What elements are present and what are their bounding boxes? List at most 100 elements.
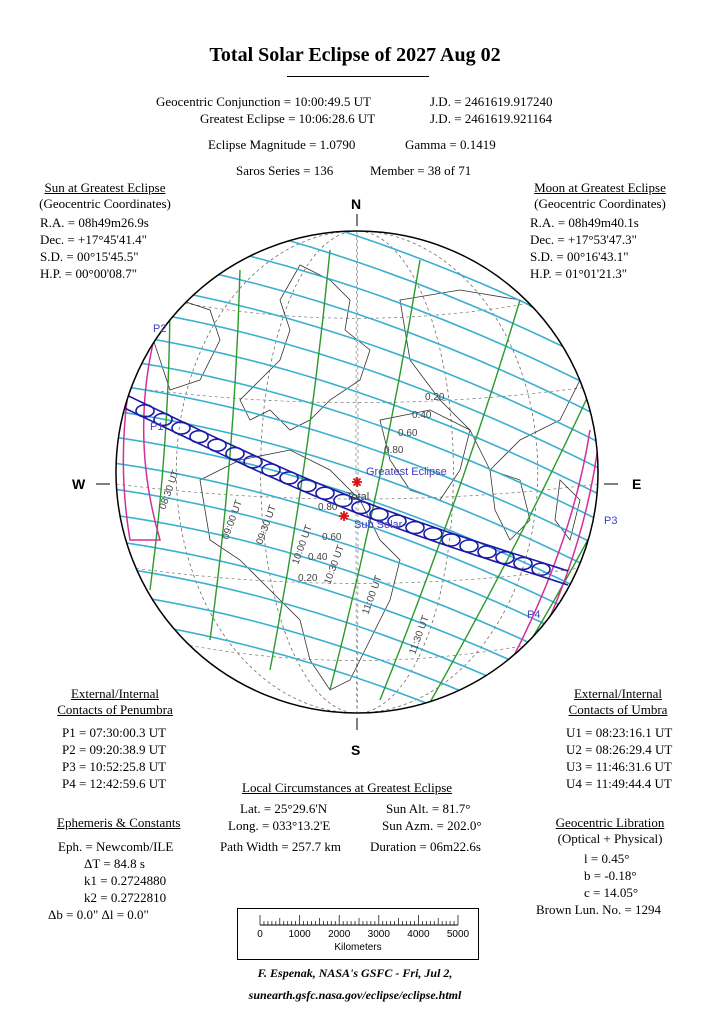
libration-values: l = 0.45° b = -0.18° c = 14.05° [584,850,638,901]
umbra-title-2: Contacts of Umbra [568,702,668,717]
umbra-shadow-ellipse [351,500,371,515]
local-path-width: Path Width = 257.7 km [220,839,342,854]
libration-header: Geocentric Libration (Optical + Physical… [530,815,690,847]
time-line [379,299,521,701]
magnitude-label: 0.80 [384,445,404,456]
ephemeris-k1: k1 = 0.2724880 [84,873,167,888]
sun-block: Sun at Greatest Eclipse (Geocentric Coor… [20,180,190,212]
scale-unit: Kilometers [334,942,382,953]
scale-tick-label: 4000 [407,929,430,940]
magnitude-label: 0.20 [425,392,445,403]
greatest-jd: J.D. = 2461619.921164 [430,111,553,126]
umbra-shadow-ellipse [531,562,551,577]
umbra-shadow-ellipse [225,446,245,461]
local-long: Long. = 033°13.2'E [228,818,331,833]
magnitude-label: 0.20 [298,573,318,584]
contact-p3: P3 = 10:52:25.8 UT [62,759,167,774]
coastline [399,289,581,471]
magnitude-label: 0.60 [322,532,342,543]
contact-u2: U2 = 08:26:29.4 UT [566,742,673,757]
libration-subtitle: (Optical + Physical) [557,831,663,846]
umbra-shadow-ellipse [369,507,389,522]
magnitude-line [116,433,598,610]
sun-subtitle: (Geocentric Coordinates) [39,196,171,211]
contact-u1: U1 = 08:23:16.1 UT [566,725,673,740]
magnitude-label: 0.40 [308,552,328,563]
time-line [419,369,598,713]
umbra-shadow-ellipse [153,412,173,427]
greatest-eclipse-marker [352,477,362,487]
time-label: 09:30 UT [254,504,278,546]
parallel [131,387,583,403]
sun-values: R.A. = 08h49m26.9s Dec. = +17°45'41.4" S… [40,214,149,282]
penumbra-contacts: P1 = 07:30:00.3 UT P2 = 09:20:38.9 UT P3… [62,724,166,792]
greatest-eclipse-label: Greatest Eclipse [366,466,447,478]
credit: F. Espenak, NASA's GSFC - Fri, Jul 2, [257,966,453,980]
magnitude-label: 0.40 [412,410,432,421]
umbra-shadow-ellipse [243,455,263,469]
sub-solar-label: Sub Solar [354,519,403,531]
central-path [117,390,569,586]
time-line [209,269,241,641]
brown-lunation: Brown Lun. No. = 1294 [536,902,662,917]
scale-tick-label: 3000 [368,929,391,940]
sun-ra: R.A. = 08h49m26.9s [40,215,149,230]
local-title: Local Circumstances at Greatest Eclipse [242,780,453,795]
coastline [379,409,471,501]
time-line [329,259,421,691]
moon-hp: H.P. = 01°01'21.3" [530,266,628,281]
scale-ruler: 0 1000 2000 3000 4000 5000 [257,915,470,940]
parallel [136,568,578,584]
coastlines [149,264,581,691]
moon-title: Moon at Greatest Eclipse [534,180,666,195]
penumbra-title-2: Contacts of Penumbra [57,702,173,717]
contact-p1: P1 = 07:30:00.3 UT [62,725,167,740]
map-labels: P2 P1 P3 P4 Greatest Eclipse Total Sub Solar 0.… [150,323,617,656]
sub-solar-marker [339,511,349,521]
umbra-shadow-ellipse [513,556,533,571]
meridian [175,231,539,713]
sun-title: Sun at Greatest Eclipse [44,180,166,195]
umbra-shadow-ellipse [459,539,479,553]
umbra-shadow-ellipse [423,527,443,541]
umbra-shadow-ellipse [297,478,317,493]
page-title: Total Solar Eclipse of 2027 Aug 02 [209,44,501,66]
umbra-shadow-ellipse [279,471,299,485]
time-label: 11:00 UT [360,574,384,616]
libration-b: b = -0.18° [584,868,637,883]
scale-tick-label: 1000 [288,929,311,940]
compass-west: W [72,476,86,492]
umbra-header: External/Internal Contacts of Umbra [548,686,688,718]
time-line [269,249,331,671]
magnitude: Eclipse Magnitude = 1.0790 [208,137,356,152]
coastline [199,449,401,691]
umbra-shadow-ellipse [207,438,227,453]
local-duration: Duration = 06m22.6s [370,839,481,854]
ephemeris-eph: Eph. = Newcomb/ILE [58,839,174,854]
compass-east: E [632,476,642,492]
local-sun-azm: Sun Azm. = 202.0° [382,818,482,833]
umbra-shadow-ellipse [333,493,353,508]
scale-tick-label: 0 [257,929,263,940]
moon-ra: R.A. = 08h49m40.1s [530,215,639,230]
scale-bar: 0 1000 2000 3000 4000 5000 Kilometers [237,908,479,960]
p2-label: P2 [153,323,166,335]
moon-block: Moon at Greatest Eclipse (Geocentric Coo… [510,180,690,212]
ephemeris-delta-b-l: Δb = 0.0" Δl = 0.0" [48,907,149,922]
saros-series: Saros Series = 136 [236,163,334,178]
penumbra-title-1: External/Internal [70,686,160,701]
umbra-shadow-ellipse [135,404,155,418]
magnitude-line [116,589,598,713]
conjunction: Geocentric Conjunction = 10:00:49.5 UT [156,94,371,109]
sun-hp: H.P. = 00°00'08.7" [40,266,138,281]
umbra-shadow-ellipse [387,514,407,528]
greatest-eclipse: Greatest Eclipse = 10:06:28.6 UT [200,111,376,126]
umbra-shadow-ellipse [261,463,281,477]
ephemeris-title: Ephemeris & Constants [57,815,181,830]
penumbra-limit-east [489,429,598,706]
umbra-shadow-ellipse [315,486,335,500]
p1-label: P1 [150,421,163,433]
time-line [149,289,171,591]
moon-dec: Dec. = +17°53'47.3" [530,232,637,247]
local-lat: Lat. = 25°29.6'N [240,801,328,816]
